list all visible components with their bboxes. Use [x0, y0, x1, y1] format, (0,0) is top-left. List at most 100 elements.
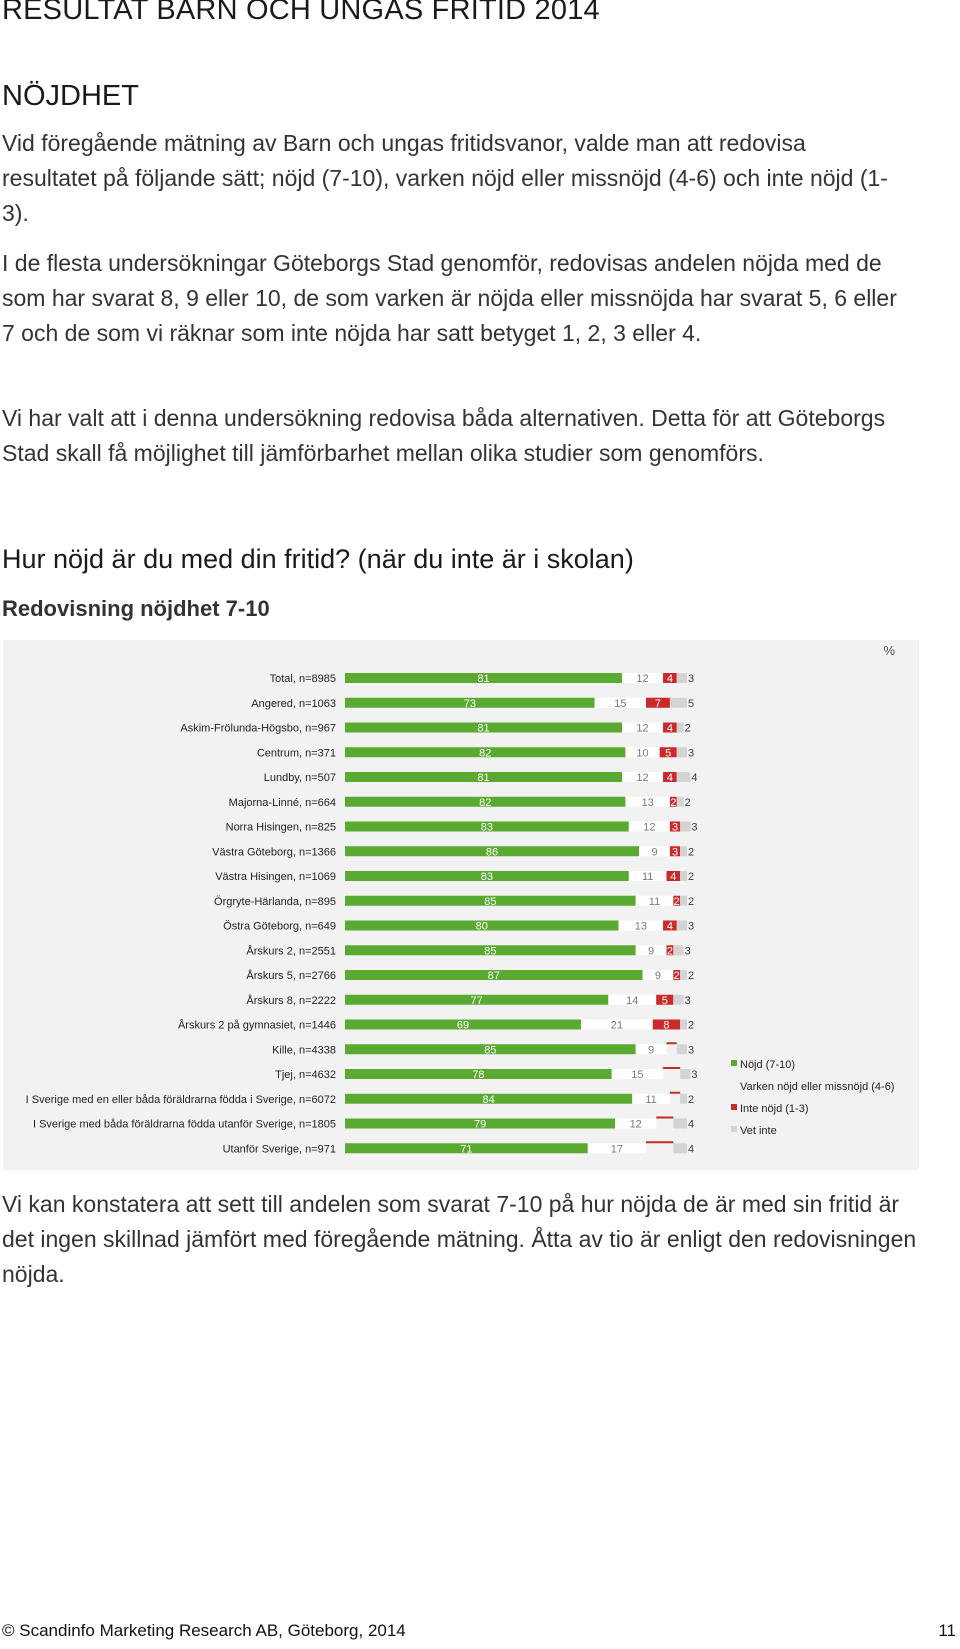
category-label: Angered, n=1063	[251, 698, 336, 710]
bar-segment-neutral	[628, 871, 667, 881]
data-label: 2	[685, 797, 691, 809]
data-label: 4	[691, 772, 697, 784]
data-label: 10	[636, 747, 648, 759]
legend-label: Varken nöjd eller missnöjd (4-6)	[740, 1081, 894, 1093]
bar-segment-neutral	[622, 673, 664, 683]
data-label: 3	[688, 747, 694, 759]
data-label: 3	[688, 1044, 694, 1056]
data-label: 82	[479, 747, 491, 759]
bar-segment-satisfied	[345, 1118, 616, 1129]
chart-subheading: Redovisning nöjdhet 7-10	[2, 596, 270, 621]
category-label: Kille, n=4338	[272, 1044, 336, 1056]
category-label: Askim-Frölunda-Högsbo, n=967	[180, 723, 336, 735]
bar-segment-not-satisfied	[669, 846, 681, 857]
bar-segment-neutral	[635, 1044, 667, 1055]
bar-segment-neutral	[622, 722, 664, 733]
bar-segment-dont-know	[676, 772, 691, 782]
bar-segment-not-satisfied	[663, 772, 677, 782]
data-label: 77	[471, 995, 483, 1007]
data-label: 12	[630, 1119, 642, 1131]
bar-segment-dont-know	[676, 920, 687, 931]
data-label: 15	[631, 1069, 643, 1081]
bar-segment-not-satisfied	[645, 697, 670, 708]
data-label: 86	[486, 846, 498, 858]
bar-segment-satisfied	[345, 697, 595, 708]
data-label: 5	[688, 698, 694, 710]
bar-segment-satisfied	[345, 1093, 633, 1104]
page-number: 11	[938, 1621, 956, 1640]
bar-segment-not-satisfied	[666, 871, 681, 881]
bar-segment-satisfied	[345, 871, 629, 881]
category-label: Centrum, n=371	[257, 747, 336, 759]
bar-segment-neutral	[608, 994, 657, 1005]
bar-segment-dont-know	[680, 871, 687, 881]
data-label: 2	[674, 896, 680, 908]
data-label: 3	[672, 846, 678, 858]
category-label: I Sverige med en eller båda föräldrarna …	[26, 1094, 336, 1106]
bar-segment-neutral	[639, 846, 670, 857]
bar-segment-satisfied	[345, 895, 636, 906]
category-label: Årskurs 5, n=2766	[246, 969, 336, 982]
bar-segment-dont-know	[680, 1093, 687, 1104]
data-label: 4	[688, 1143, 694, 1155]
bar-segment-satisfied	[345, 821, 629, 832]
data-label: 4	[670, 871, 676, 883]
data-label: 87	[488, 970, 500, 982]
legend-label: Inte nöjd (1-3)	[740, 1103, 808, 1115]
bar-segment-satisfied	[345, 747, 626, 758]
data-label: 81	[477, 723, 489, 735]
data-label: 7	[655, 698, 661, 710]
data-label: 17	[611, 1143, 623, 1155]
paragraph-city-method: I de flesta undersökningar Göteborgs Sta…	[2, 250, 897, 346]
data-label: 11	[645, 1094, 656, 1106]
data-label: 71	[460, 1143, 472, 1155]
data-label: 13	[635, 921, 647, 933]
satisfaction-chart-panel: % Total, n=8985 81 12 4 3 Angered, n=1063 73 15 7…	[3, 640, 919, 1170]
bar-segment-satisfied	[345, 796, 626, 807]
data-label: 2	[688, 1020, 694, 1032]
bar-segment-neutral	[642, 970, 674, 980]
conclusion-paragraph: Vi kan konstatera att sett till andelen …	[2, 1191, 917, 1287]
data-label: 79	[474, 1119, 486, 1131]
footer-copyright: © Scandinfo Marketing Research AB, Göteb…	[2, 1621, 406, 1640]
data-label: 85	[484, 1044, 496, 1056]
data-label: 85	[484, 945, 496, 957]
data-label: 9	[648, 945, 654, 957]
category-label: Västra Göteborg, n=1366	[212, 846, 336, 858]
data-label: 83	[481, 871, 493, 883]
bar-segment-dont-know	[669, 697, 687, 708]
data-label: 2	[688, 970, 694, 982]
data-label: 81	[477, 673, 489, 685]
bar-segment-not-satisfied	[659, 747, 677, 758]
data-label: 5	[665, 747, 671, 759]
bar-segment-not-satisfied	[673, 970, 681, 980]
data-label: 12	[643, 822, 655, 834]
data-label: 3	[685, 995, 691, 1007]
bar-segment-satisfied	[345, 846, 640, 857]
data-label: 4	[667, 921, 673, 933]
data-label: 12	[636, 772, 648, 784]
bar-segment-dont-know	[673, 994, 684, 1005]
category-label: Årskurs 2, n=2551	[246, 944, 336, 957]
category-label: Östra Göteborg, n=649	[223, 921, 336, 933]
data-label: 2	[674, 970, 680, 982]
category-label: Västra Hisingen, n=1069	[215, 871, 336, 883]
category-label: Örgryte-Härlanda, n=895	[214, 896, 336, 908]
data-label: 3	[672, 822, 678, 834]
bar-segment-dont-know	[673, 1143, 687, 1154]
bar-segment-not-satisfied	[669, 1091, 681, 1094]
bar-segment-neutral	[635, 945, 667, 956]
bar-segment-not-satisfied	[663, 673, 677, 683]
bar-segment-dont-know	[673, 1118, 687, 1129]
data-label: 4	[667, 673, 673, 685]
category-label: Lundby, n=507	[264, 772, 336, 784]
bar-segment-dont-know	[680, 1069, 691, 1079]
bar-segment-satisfied	[345, 673, 623, 683]
data-label: 2	[688, 871, 694, 883]
data-label: 82	[479, 797, 491, 809]
bar-segment-neutral	[632, 1093, 670, 1104]
bar-segment-not-satisfied	[673, 895, 681, 906]
bar-segment-neutral	[625, 796, 670, 807]
data-label: 83	[481, 822, 493, 834]
